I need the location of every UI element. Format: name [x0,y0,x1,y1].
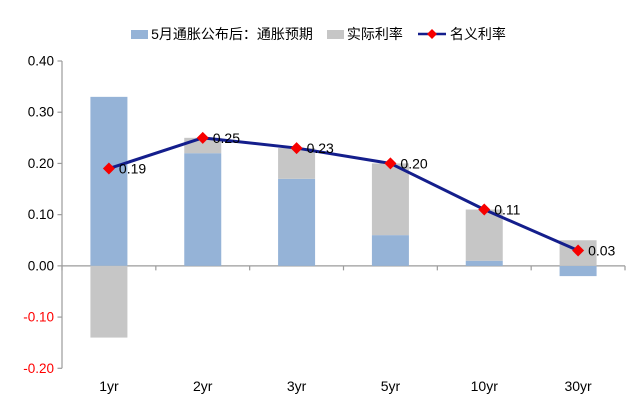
marker-nominal-rate-30yr [572,244,585,257]
y-tick-label: 0.40 [28,54,54,69]
x-category-label: 10yr [471,378,499,394]
bar-inflation-expectation-30yr [559,265,597,277]
legend-swatch-inflation-expectation [131,29,149,39]
bar-inflation-expectation-3yr [278,178,316,266]
bar-inflation-expectation-1yr [90,96,128,266]
marker-nominal-rate-10yr [478,203,491,216]
y-tick-label: 0.10 [28,207,54,222]
line-nominal-rate [108,136,579,252]
bar-real-rate-10yr [465,209,503,261]
legend-label-real-rate: 实际利率 [346,26,403,42]
legend-item-inflation-expectation: 5月通胀公布后：通胀预期 [131,24,313,44]
x-category-label: 5yr [381,378,401,394]
legend-item-nominal-rate: 名义利率 [417,24,506,44]
y-tick-label: 0.30 [28,105,54,120]
bar-real-rate-5yr [371,163,409,236]
marker-nominal-rate-3yr [290,142,303,155]
bar-inflation-expectation-2yr [184,153,222,266]
legend-swatch-real-rate [326,29,344,39]
point-label-nominal-rate-2yr: 0.25 [213,130,240,146]
chart-legend: 5月通胀公布后：通胀预期 实际利率 名义利率 [0,24,637,44]
bar-real-rate-1yr [90,265,128,338]
y-tick-label: -0.10 [23,310,54,325]
legend-label-nominal-rate: 名义利率 [449,26,506,42]
bar-inflation-expectation-5yr [371,235,409,266]
y-tick-label: -0.20 [23,361,54,376]
x-category-label: 1yr [99,378,119,394]
point-label-nominal-rate-10yr: 0.11 [494,202,520,218]
marker-nominal-rate-5yr [384,157,397,170]
bar-inflation-expectation-10yr [465,260,503,266]
y-tick-label: 0.20 [28,156,54,171]
marker-nominal-rate-2yr [196,131,209,144]
point-label-nominal-rate-3yr: 0.23 [307,140,334,156]
point-label-nominal-rate-1yr: 0.19 [119,161,146,177]
point-label-nominal-rate-5yr: 0.20 [400,155,427,171]
marker-nominal-rate-1yr [102,162,115,175]
x-category-label: 30yr [564,378,592,394]
point-label-nominal-rate-30yr: 0.03 [588,243,615,259]
legend-item-real-rate: 实际利率 [326,24,403,44]
legend-label-inflation-expectation: 5月通胀公布后：通胀预期 [151,26,313,42]
y-tick-label: 0.00 [28,258,54,273]
x-category-label: 2yr [193,378,213,394]
legend-line-diamond-icon [417,28,447,40]
x-category-label: 3yr [287,378,307,394]
